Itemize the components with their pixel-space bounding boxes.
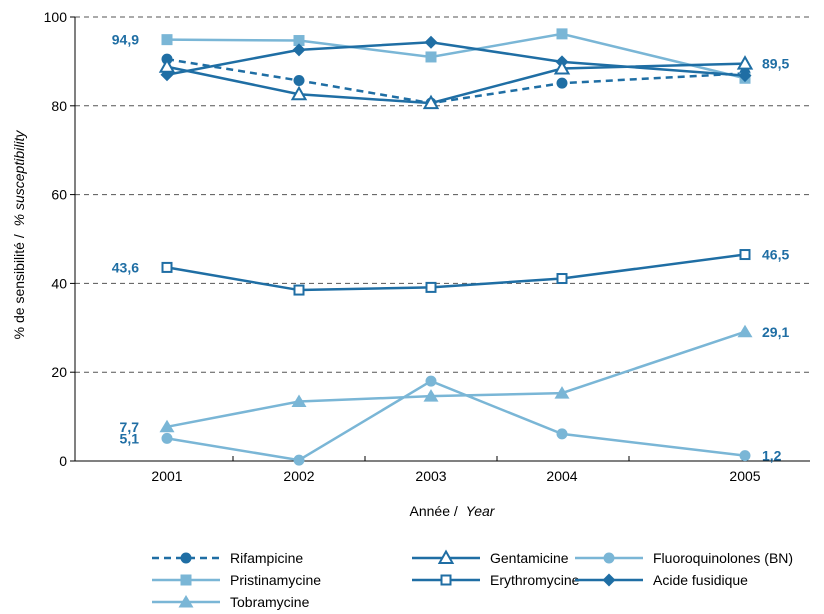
data-point	[424, 35, 438, 49]
data-point	[293, 35, 305, 47]
axes	[70, 16, 810, 462]
grid	[75, 16, 810, 373]
x-tick-label: 2005	[729, 468, 760, 484]
data-point	[290, 85, 308, 101]
data-label: 43,6	[112, 259, 139, 275]
legend-marker	[437, 549, 455, 564]
data-label: 5,1	[120, 430, 140, 446]
legend-label: Gentamicine	[490, 550, 569, 566]
series-line-1	[166, 32, 746, 80]
legend-label: Rifampicine	[230, 550, 303, 566]
legend-marker	[180, 552, 192, 564]
data-label: 46,5	[762, 247, 789, 263]
data-point	[161, 34, 173, 46]
data-point	[736, 55, 754, 70]
legend-marker	[603, 552, 615, 564]
y-tick-label: 40	[51, 275, 67, 291]
legend-label: Acide fusidique	[653, 572, 748, 588]
data-point	[291, 394, 307, 408]
data-point	[737, 324, 753, 338]
data-point	[425, 375, 437, 387]
series-line-5	[166, 330, 746, 429]
y-tick-label: 100	[44, 9, 68, 25]
data-point	[556, 428, 568, 440]
legend-marker	[440, 574, 452, 586]
series-line-2	[166, 41, 746, 77]
data-point	[422, 94, 440, 110]
x-tick-label: 2004	[546, 468, 577, 484]
data-point	[292, 43, 306, 57]
data-label: 7,7	[120, 419, 140, 435]
data-label: 94,9	[112, 32, 139, 48]
legend-label: Fluoroquinolones (BN)	[653, 550, 793, 566]
data-point	[554, 386, 570, 399]
series-line-4	[166, 253, 746, 292]
legend-label: Tobramycine	[230, 594, 310, 610]
legend-marker	[602, 573, 616, 587]
data-point	[739, 450, 751, 462]
y-axis-label: % de sensibilité / % susceptibility	[11, 130, 27, 340]
data-label: 89,5	[762, 56, 789, 72]
series-lines	[158, 28, 754, 466]
x-axis-label-fr: Année /	[410, 503, 458, 519]
data-point	[425, 281, 437, 293]
legend-marker	[178, 595, 194, 608]
legend-label: Pristinamycine	[230, 572, 321, 588]
y-axis-label-fr: % de sensibilité /	[11, 234, 27, 339]
data-point	[738, 69, 752, 83]
x-tick-label: 2001	[151, 468, 182, 484]
legend-marker	[180, 574, 192, 586]
data-point	[161, 261, 173, 273]
x-tick-labels: 2001 2002 2003 2004 2005	[151, 468, 760, 484]
y-tick-label: 80	[51, 98, 67, 114]
data-point	[293, 74, 305, 86]
data-point	[423, 389, 439, 402]
data-point	[739, 249, 751, 261]
y-axis-label-en: % susceptibility	[11, 130, 27, 227]
y-tick-labels: 0 20 40 60 80 100	[44, 9, 68, 469]
y-tick-label: 20	[51, 364, 67, 380]
series-line-6	[166, 379, 746, 462]
data-point	[293, 284, 305, 296]
data-point	[556, 28, 568, 40]
data-point	[158, 58, 176, 73]
y-tick-label: 0	[59, 453, 67, 469]
x-axis-label: Année / Year	[410, 503, 496, 519]
data-point	[556, 273, 568, 285]
data-point	[425, 51, 437, 63]
data-point	[159, 419, 175, 433]
x-tick-label: 2003	[415, 468, 446, 484]
x-axis-label-en: Year	[466, 503, 496, 519]
data-point	[556, 77, 568, 89]
data-point	[553, 59, 571, 75]
data-point	[161, 432, 173, 444]
data-point	[293, 454, 305, 466]
legend-label: Erythromycine	[490, 572, 580, 588]
data-label: 29,1	[762, 324, 789, 340]
data-labels: 94,9 43,6 7,75,1 89,5 46,5 29,1 1,2	[112, 32, 790, 464]
data-label: 1,2	[762, 448, 782, 464]
legend: Rifampicine Gentamicine Fluoroquinolones (…	[152, 549, 793, 610]
y-tick-label: 60	[51, 187, 67, 203]
x-tick-label: 2002	[283, 468, 314, 484]
